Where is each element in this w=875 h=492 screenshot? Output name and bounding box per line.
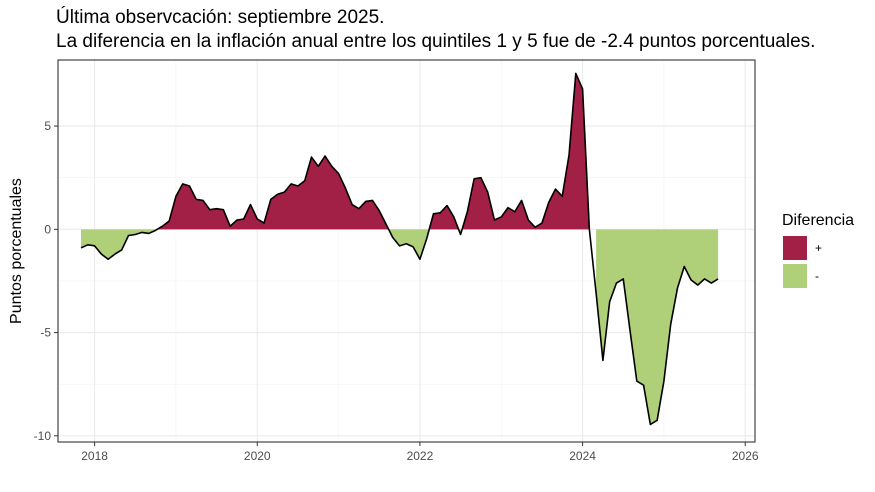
legend-label-positive: + — [815, 241, 822, 255]
y-tick-label: 0 — [44, 222, 51, 236]
chart-subtitle: La diferencia en la inflación anual entr… — [56, 31, 815, 52]
legend-title: Diferencia — [782, 212, 854, 229]
y-axis-title: Puntos porcentuales — [8, 178, 25, 324]
x-tick-label: 2018 — [81, 449, 108, 463]
positive-area — [462, 73, 590, 230]
legend-key-positive — [783, 236, 807, 260]
y-tick-label: 5 — [44, 119, 51, 133]
chart-title: Última observcación: septiembre 2025. — [56, 6, 384, 28]
legend: Diferencia + - — [782, 212, 854, 288]
y-axis: -10 -5 0 5 — [34, 119, 58, 443]
x-tick-label: 2022 — [407, 449, 434, 463]
legend-label-negative: - — [815, 269, 819, 283]
x-tick-label: 2026 — [732, 449, 759, 463]
x-tick-label: 2024 — [569, 449, 596, 463]
x-tick-label: 2020 — [244, 449, 271, 463]
positive-area — [429, 205, 459, 230]
plot-border — [57, 59, 756, 443]
x-axis: 2018 2020 2022 2024 2026 — [81, 442, 759, 463]
legend-key-negative — [783, 264, 807, 288]
positive-area — [157, 156, 389, 230]
series-line — [80, 72, 719, 426]
plot-area — [57, 59, 756, 443]
y-tick-label: -5 — [40, 326, 51, 340]
y-tick-label: -10 — [34, 429, 52, 443]
negative-area — [596, 229, 719, 425]
